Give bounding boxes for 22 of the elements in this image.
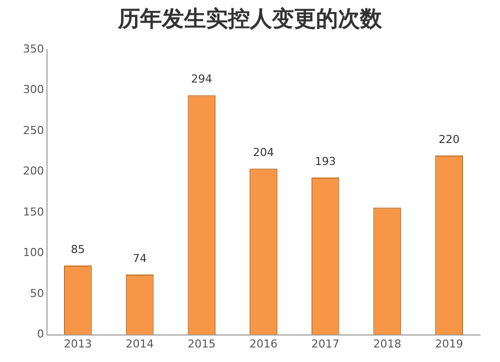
y-tick-label: 0 <box>36 328 44 341</box>
x-tick-label: 2013 <box>64 337 92 350</box>
y-tick-label: 250 <box>22 124 44 137</box>
y-tick-label: 350 <box>22 42 44 56</box>
data-label: 85 <box>70 242 85 256</box>
data-label: 220 <box>438 132 460 146</box>
y-tick-label: 300 <box>22 83 44 96</box>
x-tick-label: 2014 <box>126 337 154 350</box>
y-tick-label: 100 <box>22 246 44 260</box>
data-label: 204 <box>253 146 274 159</box>
x-tick-label: 2017 <box>311 337 340 350</box>
y-tick-label: 50 <box>30 286 44 300</box>
x-tick-label: 2015 <box>188 337 216 350</box>
data-label: 294 <box>191 72 212 86</box>
data-label: 193 <box>314 154 336 168</box>
x-tick-label: 2016 <box>250 337 278 350</box>
data-label: 74 <box>132 252 147 265</box>
y-tick-label: 200 <box>22 164 44 178</box>
x-tick-label: 2019 <box>435 337 464 350</box>
chart-title: 历年发生实控人变更的次数 <box>116 6 383 34</box>
x-tick-label: 2018 <box>373 337 402 350</box>
y-tick-label: 150 <box>22 205 44 218</box>
